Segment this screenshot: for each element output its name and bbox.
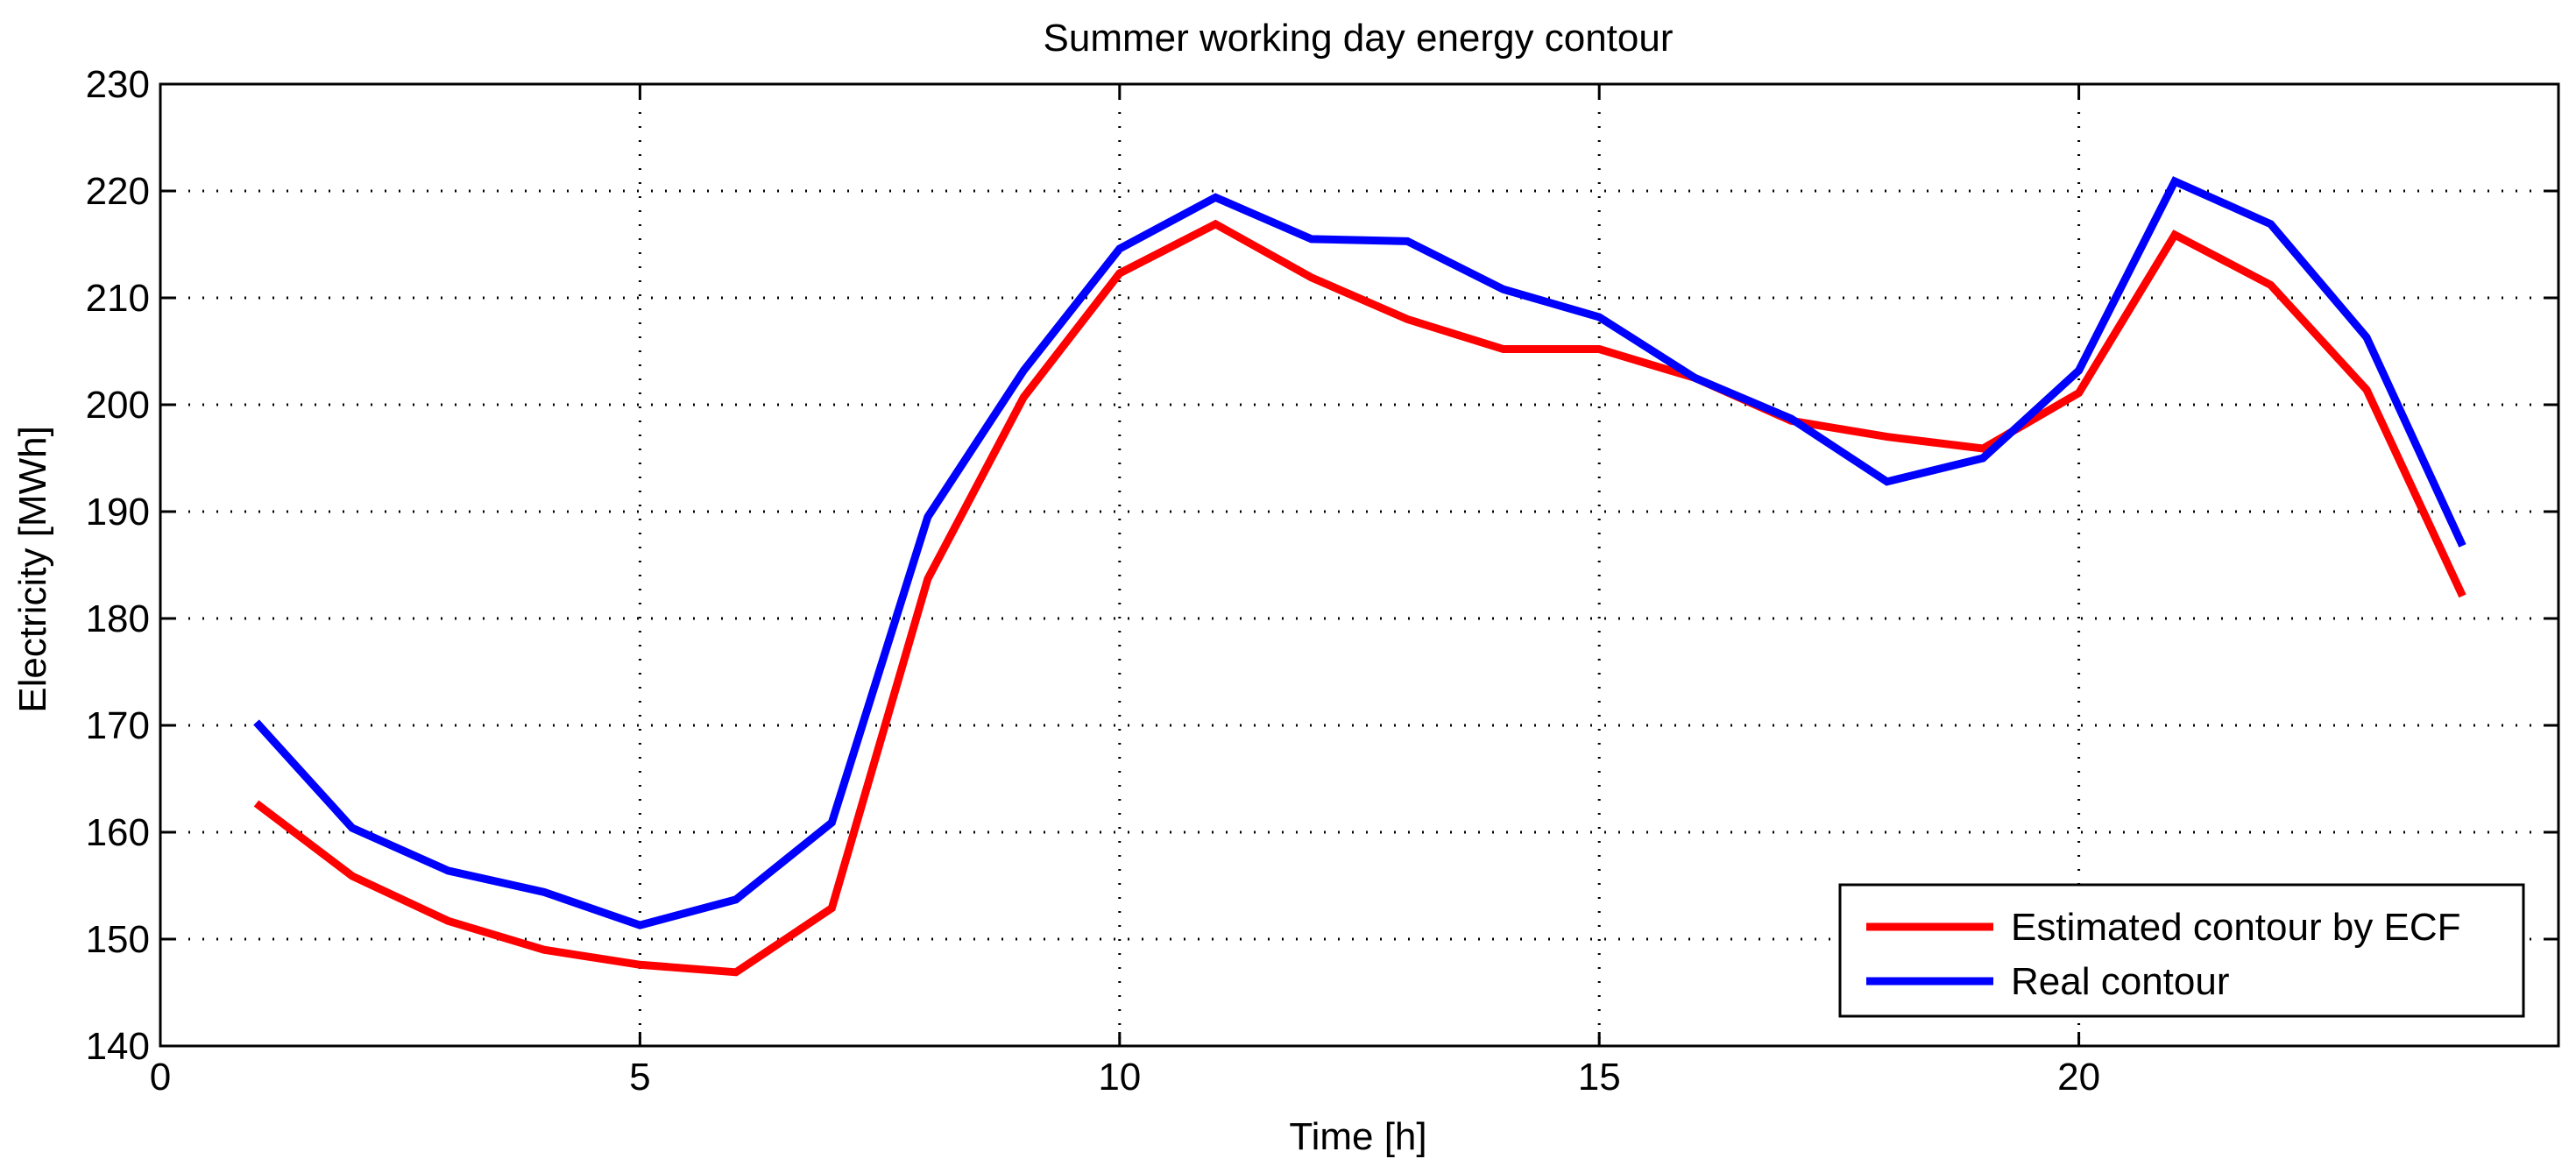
x-tick-label: 15: [1578, 1056, 1621, 1099]
y-tick-label: 220: [86, 170, 150, 213]
legend-label: Estimated contour by ECF: [2011, 906, 2461, 949]
legend-box: [1838, 883, 2525, 1018]
y-tick-label: 190: [86, 491, 150, 534]
y-tick-label: 230: [86, 63, 150, 106]
x-tick-label: 20: [2057, 1056, 2100, 1099]
x-tick-label: 5: [629, 1056, 650, 1099]
y-tick-label: 180: [86, 597, 150, 640]
y-tick-label: 210: [86, 277, 150, 320]
x-tick-label: 0: [150, 1056, 171, 1099]
axis-ticks: 0 5 10 15 20 140 150 160 170 180 190 200 210 220 230: [86, 63, 2558, 1099]
plot-frame: [159, 82, 2560, 1048]
y-axis-label: Electricity [MWh]: [11, 426, 54, 713]
y-tick-label: 140: [86, 1025, 150, 1068]
y-tick-label: 170: [86, 704, 150, 747]
x-tick-label: 10: [1098, 1056, 1141, 1099]
y-tick-label: 160: [86, 811, 150, 854]
legend: Estimated contour by ECF Real contour: [1838, 883, 2525, 1018]
chart-title: Summer working day energy contour: [1044, 17, 1674, 60]
series-lines: [253, 176, 2466, 977]
series-line-real-contour: [253, 176, 2466, 929]
y-tick-label: 200: [86, 384, 150, 427]
y-tick-label: 150: [86, 918, 150, 961]
x-axis-label: Time [h]: [1289, 1115, 1426, 1158]
legend-label: Real contour: [2011, 960, 2229, 1003]
series-line-estimated-contour-by-ecf: [253, 219, 2466, 977]
